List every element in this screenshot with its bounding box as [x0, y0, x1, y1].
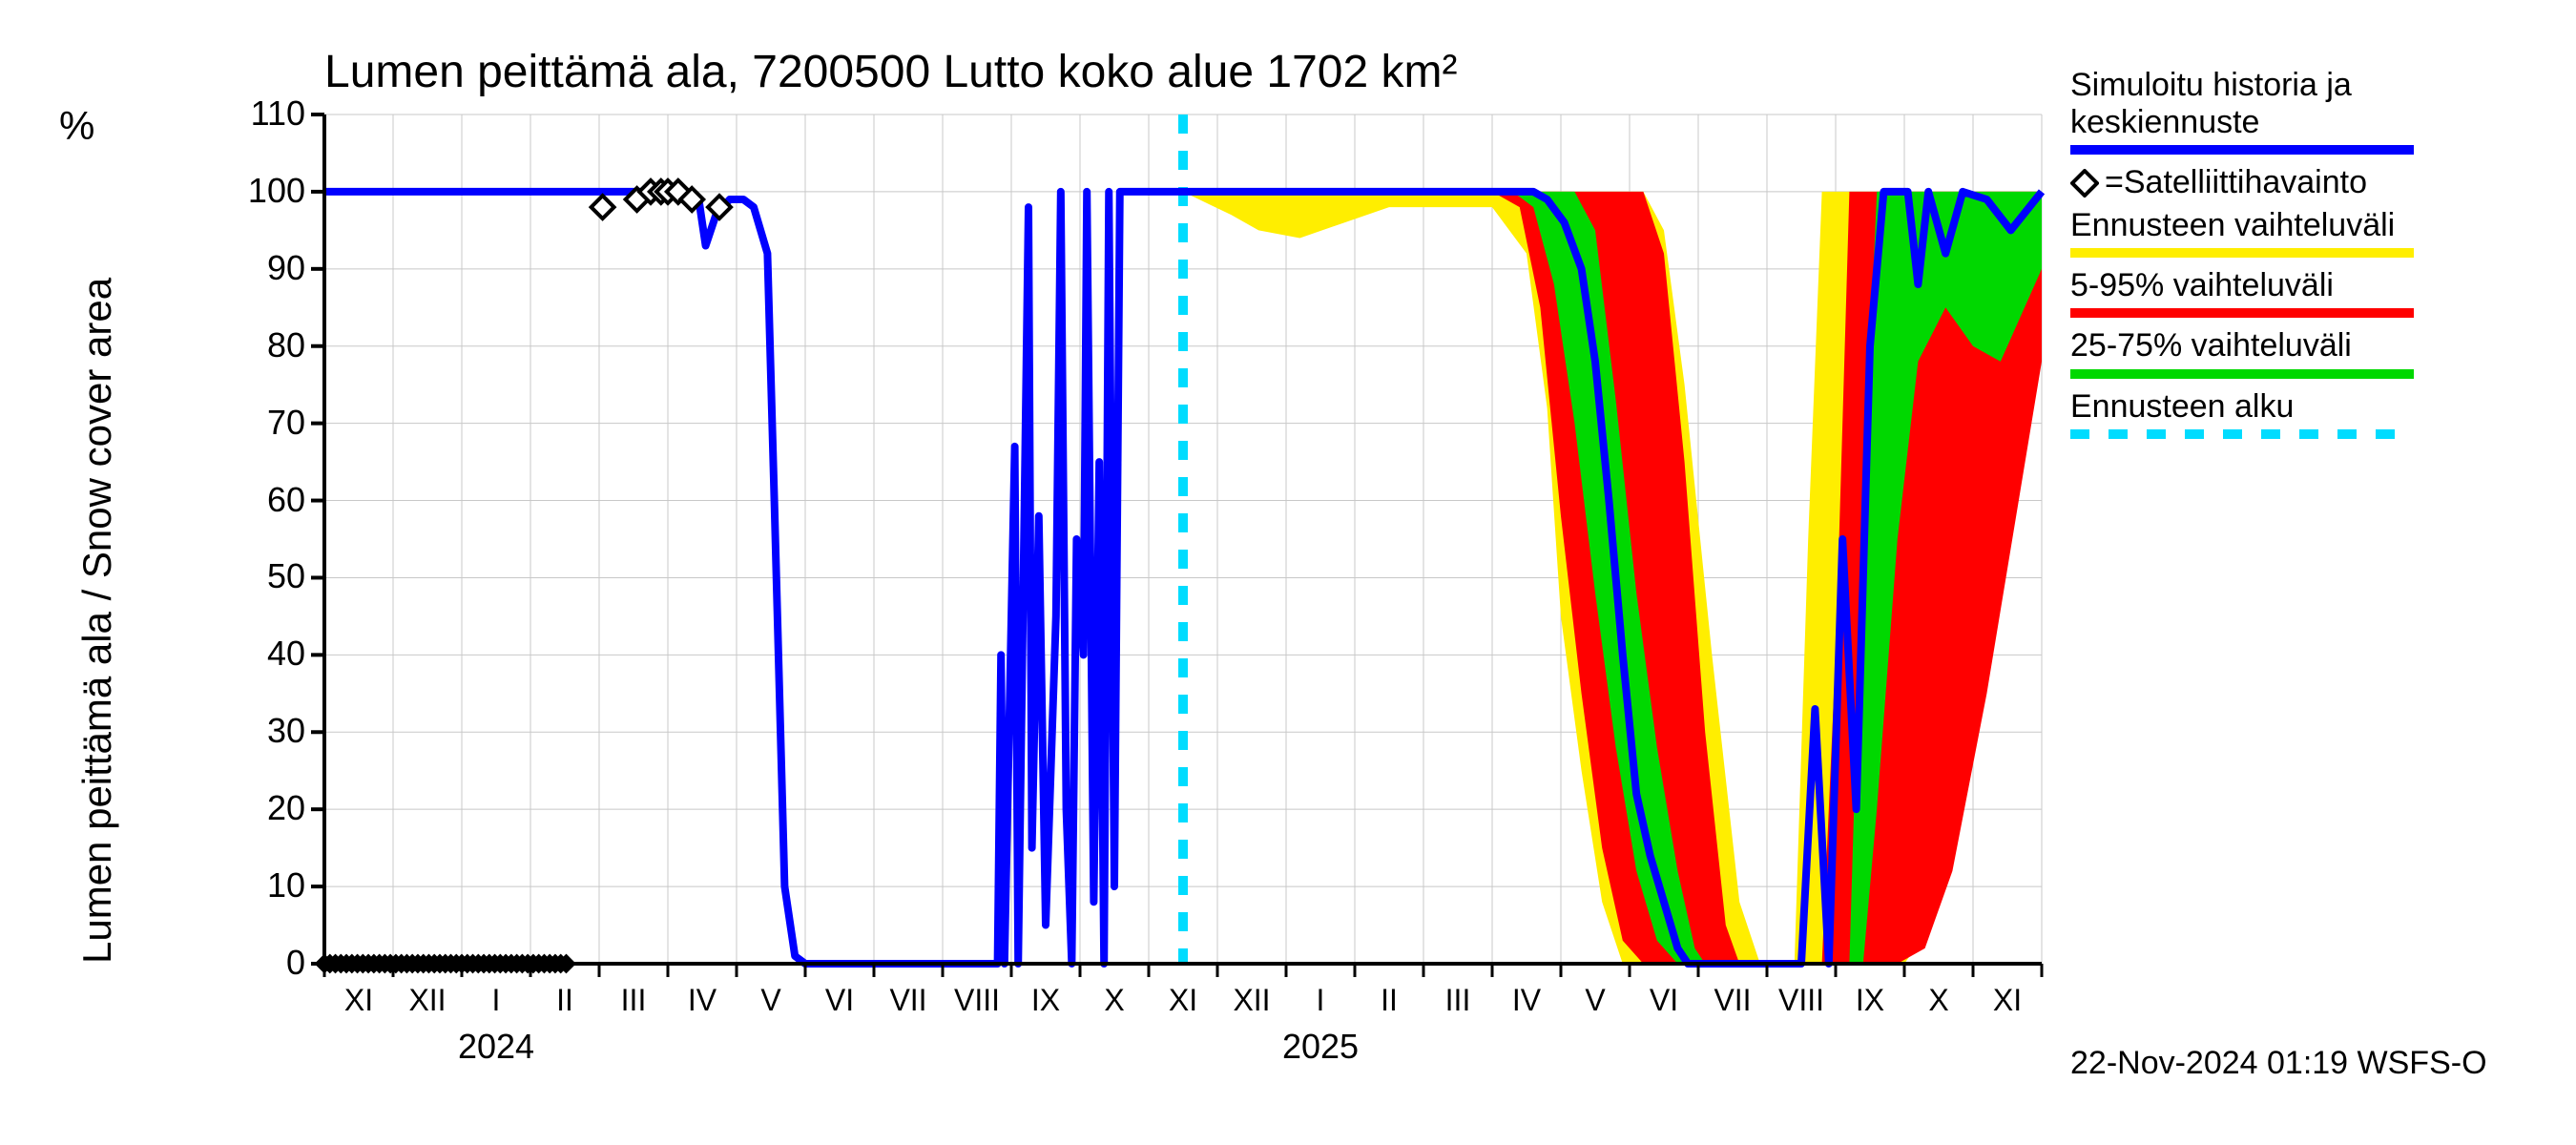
legend: Simuloitu historia ja keskiennuste =Sate…	[2070, 67, 2557, 448]
x-tick-label: XI	[1993, 983, 2022, 1018]
x-tick-label: VIII	[954, 983, 1000, 1018]
year-label: 2024	[458, 1027, 534, 1067]
legend-swatch-red	[2070, 308, 2414, 318]
y-tick-label: 70	[219, 403, 305, 443]
y-tick-label: 50	[219, 556, 305, 596]
x-tick-label: VI	[1650, 983, 1678, 1018]
x-tick-label: I	[492, 983, 501, 1018]
y-tick-label: 90	[219, 248, 305, 288]
x-tick-label: IX	[1031, 983, 1060, 1018]
x-tick-label: VII	[889, 983, 926, 1018]
x-tick-label: XI	[344, 983, 373, 1018]
x-tick-label: VI	[825, 983, 854, 1018]
x-tick-label: VIII	[1778, 983, 1824, 1018]
legend-text: Ennusteen alku	[2070, 388, 2557, 426]
x-tick-label: X	[1928, 983, 1948, 1018]
legend-text: keskiennuste	[2070, 104, 2557, 141]
legend-swatch-sim	[2070, 145, 2414, 155]
y-tick-label: 0	[219, 943, 305, 983]
x-tick-label: IX	[1856, 983, 1884, 1018]
legend-item-range-595: 5-95% vaihteluväli	[2070, 267, 2557, 318]
legend-item-range-full: Ennusteen vaihteluväli	[2070, 207, 2557, 258]
y-tick-label: 20	[219, 788, 305, 828]
y-tick-label: 30	[219, 711, 305, 751]
x-tick-label: XII	[408, 983, 446, 1018]
year-label: 2025	[1282, 1027, 1359, 1067]
x-tick-label: II	[1381, 983, 1398, 1018]
x-tick-label: IV	[1512, 983, 1541, 1018]
x-tick-label: III	[621, 983, 647, 1018]
legend-swatch-yellow	[2070, 248, 2414, 258]
legend-text: 25-75% vaihteluväli	[2070, 327, 2557, 364]
diamond-icon	[2070, 169, 2099, 198]
y-tick-label: 60	[219, 480, 305, 520]
y-tick-label: 10	[219, 865, 305, 906]
legend-text: Simuloitu historia ja	[2070, 67, 2557, 104]
y-tick-label: 100	[219, 171, 305, 211]
legend-item-range-2575: 25-75% vaihteluväli	[2070, 327, 2557, 378]
x-tick-label: I	[1317, 983, 1325, 1018]
x-tick-label: IV	[688, 983, 717, 1018]
x-tick-label: V	[760, 983, 780, 1018]
x-tick-label: XII	[1233, 983, 1270, 1018]
x-tick-label: V	[1585, 983, 1605, 1018]
x-tick-label: VII	[1714, 983, 1751, 1018]
x-tick-label: XI	[1169, 983, 1197, 1018]
timestamp-label: 22-Nov-2024 01:19 WSFS-O	[2070, 1045, 2487, 1082]
y-tick-label: 110	[219, 94, 305, 134]
chart-root: Lumen peittämä ala, 7200500 Lutto koko a…	[0, 0, 2576, 1145]
legend-text: 5-95% vaihteluväli	[2070, 267, 2557, 304]
x-tick-label: III	[1445, 983, 1471, 1018]
legend-text: Ennusteen vaihteluväli	[2070, 207, 2557, 244]
x-tick-label: II	[556, 983, 573, 1018]
legend-item-sim: Simuloitu historia ja keskiennuste	[2070, 67, 2557, 155]
legend-item-forecast-start: Ennusteen alku	[2070, 388, 2557, 439]
y-tick-label: 40	[219, 634, 305, 674]
legend-swatch-dash	[2070, 429, 2414, 439]
legend-text: =Satelliittihavainto	[2105, 164, 2367, 201]
y-tick-label: 80	[219, 325, 305, 365]
legend-swatch-green	[2070, 369, 2414, 379]
x-tick-label: X	[1104, 983, 1124, 1018]
legend-item-satellite: =Satelliittihavainto	[2070, 164, 2557, 201]
